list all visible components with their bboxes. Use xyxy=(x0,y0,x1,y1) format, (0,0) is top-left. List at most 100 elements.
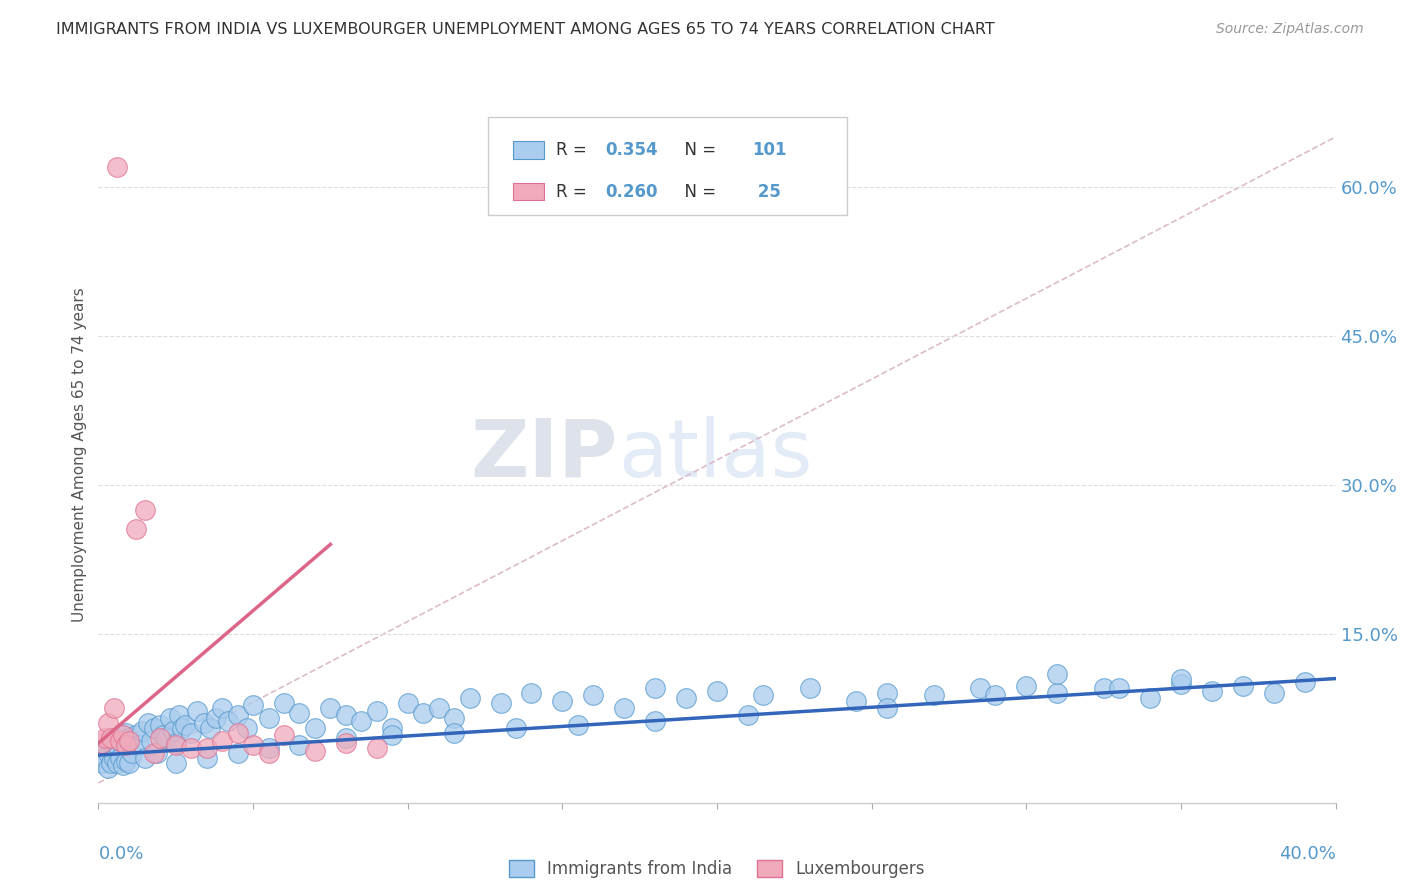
Point xyxy=(845,694,868,708)
Point xyxy=(1232,679,1254,693)
Point xyxy=(146,746,169,760)
Point xyxy=(1170,672,1192,686)
Point xyxy=(143,721,166,735)
Point xyxy=(242,738,264,752)
FancyBboxPatch shape xyxy=(513,141,544,159)
Point xyxy=(381,728,404,742)
Point xyxy=(195,751,218,765)
Text: atlas: atlas xyxy=(619,416,813,494)
Point xyxy=(186,704,208,718)
Point xyxy=(876,701,898,715)
Text: R =: R = xyxy=(557,183,592,201)
Point xyxy=(121,746,143,760)
Point xyxy=(288,706,311,721)
Point xyxy=(1139,691,1161,706)
Point xyxy=(90,736,112,750)
Point xyxy=(105,738,128,752)
Point xyxy=(427,701,450,715)
Point xyxy=(613,701,636,715)
Point xyxy=(100,736,122,750)
Point xyxy=(1201,684,1223,698)
Point xyxy=(350,714,373,729)
Point xyxy=(105,160,128,174)
Point xyxy=(131,724,153,739)
Text: N =: N = xyxy=(673,141,721,159)
Point xyxy=(115,726,138,740)
Point xyxy=(108,751,131,765)
Point xyxy=(984,689,1007,703)
Point xyxy=(118,756,141,770)
Point xyxy=(1015,679,1038,693)
Point xyxy=(97,716,120,731)
Point xyxy=(381,721,404,735)
Point xyxy=(134,502,156,516)
Point xyxy=(198,721,221,735)
Point xyxy=(105,756,128,770)
Point xyxy=(582,689,605,703)
Point xyxy=(644,714,666,729)
Point xyxy=(969,681,991,696)
Point xyxy=(706,684,728,698)
Point xyxy=(165,756,187,770)
Point xyxy=(195,741,218,756)
Point xyxy=(165,738,187,752)
Point xyxy=(1108,681,1130,696)
FancyBboxPatch shape xyxy=(488,118,846,215)
Point xyxy=(288,738,311,752)
Point xyxy=(139,734,162,748)
Point xyxy=(93,751,115,765)
Point xyxy=(412,706,434,721)
Point xyxy=(211,701,233,715)
Point xyxy=(118,731,141,746)
Point xyxy=(922,689,945,703)
Point xyxy=(136,716,159,731)
Point xyxy=(108,734,131,748)
Point xyxy=(93,731,115,746)
Point xyxy=(162,724,184,739)
Point xyxy=(752,689,775,703)
Point xyxy=(167,708,190,723)
Point xyxy=(159,711,181,725)
Point xyxy=(149,731,172,746)
Point xyxy=(134,751,156,765)
Point xyxy=(257,746,280,760)
Point xyxy=(180,741,202,756)
Point xyxy=(458,691,481,706)
Point xyxy=(505,721,527,735)
Point xyxy=(335,708,357,723)
Point xyxy=(489,697,512,711)
Point xyxy=(97,746,120,760)
Point xyxy=(193,716,215,731)
Point xyxy=(128,738,150,752)
Point xyxy=(226,726,249,740)
FancyBboxPatch shape xyxy=(513,183,544,200)
Point xyxy=(443,711,465,725)
Point xyxy=(97,761,120,775)
Text: N =: N = xyxy=(673,183,721,201)
Point xyxy=(103,731,125,746)
Point xyxy=(242,698,264,713)
Point xyxy=(1170,676,1192,690)
Point xyxy=(520,686,543,700)
Point xyxy=(103,751,125,765)
Point xyxy=(165,736,187,750)
Text: IMMIGRANTS FROM INDIA VS LUXEMBOURGER UNEMPLOYMENT AMONG AGES 65 TO 74 YEARS COR: IMMIGRANTS FROM INDIA VS LUXEMBOURGER UN… xyxy=(56,22,995,37)
Point xyxy=(366,704,388,718)
Point xyxy=(93,741,115,756)
Point xyxy=(273,697,295,711)
Text: R =: R = xyxy=(557,141,592,159)
Point xyxy=(273,728,295,742)
Point xyxy=(366,741,388,756)
Point xyxy=(170,721,193,735)
Point xyxy=(644,681,666,696)
Point xyxy=(1092,681,1115,696)
Point xyxy=(149,718,172,732)
Point xyxy=(1046,666,1069,681)
Point xyxy=(112,758,135,772)
Point xyxy=(304,744,326,758)
Point xyxy=(551,694,574,708)
Point xyxy=(226,746,249,760)
Point xyxy=(567,718,589,732)
Text: 40.0%: 40.0% xyxy=(1279,845,1336,863)
Point xyxy=(217,714,239,729)
